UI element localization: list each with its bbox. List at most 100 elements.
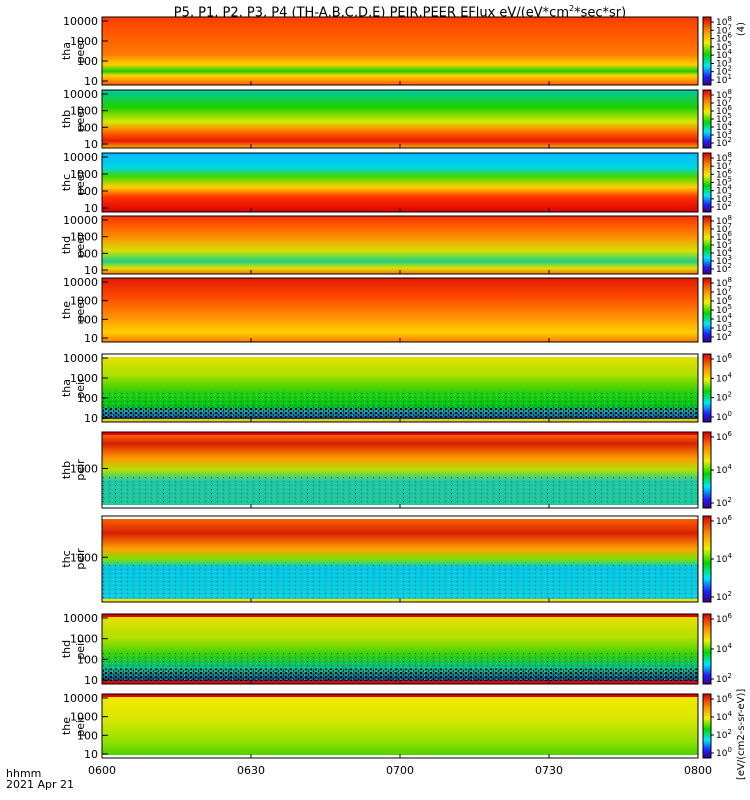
- colorbar-tick-label: 107: [716, 23, 732, 36]
- panel-probe-label: thc: [60, 550, 73, 567]
- colorbar-tick-label: 102: [716, 496, 732, 509]
- colorbar-tick-label: 102: [716, 590, 732, 603]
- colorbar-tick-label: 102: [716, 262, 732, 275]
- panel-tha-peer: 10000 1000 100 10 tha peer: [60, 15, 699, 88]
- y-tick-label: 1000: [70, 35, 98, 48]
- spectrogram-image: [102, 90, 698, 148]
- x-tick-label: 0730: [535, 764, 563, 777]
- colorbar-tick-label: 106: [716, 167, 732, 180]
- colorbar-tick-label: 106: [716, 32, 732, 45]
- y-tick-label: 10000: [63, 214, 98, 227]
- panel-probe-label: the: [60, 301, 73, 319]
- panel-product-label: peir: [74, 459, 87, 481]
- y-tick-label: 10000: [63, 612, 98, 625]
- colorbar-tick-label: 107: [716, 222, 732, 235]
- panel-product-label: peer: [74, 297, 87, 323]
- colorbar-tick-label: 104: [716, 552, 732, 565]
- panel-thd-peir: 10000 1000 100 10 thd peir: [60, 612, 699, 687]
- panel-product-label: peer: [74, 38, 87, 64]
- y-tick-label: 10: [84, 412, 98, 425]
- colorbar-tick-label: 106: [716, 104, 732, 117]
- colorbar-tick-label: 102: [716, 728, 732, 741]
- y-tick-label: 100: [77, 55, 98, 68]
- y-tick-label: 10: [84, 75, 98, 88]
- colorbar-tick-label: 102: [716, 65, 732, 78]
- colorbar-tick-label: 103: [716, 192, 732, 205]
- colorbar-tick-label: 102: [716, 672, 732, 685]
- spectrogram-image: [102, 694, 698, 758]
- y-tick-label: 1000: [70, 231, 98, 244]
- colorbar-tick-label: 105: [716, 176, 732, 189]
- y-tick-label: 10000: [63, 692, 98, 705]
- panel-thd-peer: 10000 1000 100 10 thd peer: [60, 214, 699, 277]
- colorbar-tick-label: 104: [716, 120, 732, 133]
- edge-strip: [102, 354, 698, 357]
- colorbar-tick-label: 104: [716, 371, 732, 384]
- colorbar-tick-label: 102: [716, 330, 732, 343]
- colorbar-tick-label: 106: [716, 430, 732, 443]
- y-tick-label: 1000: [70, 711, 98, 724]
- colorbar-gradient: [702, 89, 712, 149]
- low-count-pixels: [102, 407, 698, 420]
- colorbar-tick-label: 107: [716, 96, 732, 109]
- y-tick-label: 10000: [63, 88, 98, 101]
- colorbar-tick-label: 104: [716, 246, 732, 259]
- colorbar-gradient: [702, 277, 712, 343]
- panel-probe-label: the: [60, 717, 73, 735]
- y-tick-label: 10000: [63, 276, 98, 289]
- y-tick-label: 100: [77, 392, 98, 405]
- colorbar-tick-label: 103: [716, 321, 732, 334]
- edge-strip: [102, 516, 698, 519]
- colorbar-tick-label: 107: [716, 285, 732, 298]
- y-tick-label: 10: [84, 332, 98, 345]
- y-tick-label: 1000: [70, 633, 98, 646]
- colorbar-tick-label: 107: [716, 159, 732, 172]
- colorbar-gradient: [702, 693, 712, 759]
- colorbar-tick-label: 108: [716, 151, 732, 164]
- colorbar-the-peir: 106 104 102 100: [702, 692, 732, 759]
- y-tick-label: 10000: [63, 352, 98, 365]
- colorbar-tick-label: 101: [716, 73, 732, 86]
- colorbar-tick-label: 103: [716, 56, 732, 69]
- panel-the-peir: 10000 1000 100 10 the peir: [60, 692, 699, 761]
- colorbar-gradient: [702, 16, 712, 86]
- y-tick-label: 1000: [70, 295, 98, 308]
- y-tick-label: 10: [84, 202, 98, 215]
- panel-probe-label: tha: [60, 42, 73, 60]
- colorbar-thb-peir: 106 104 102: [702, 430, 732, 509]
- spectrogram-image: [102, 153, 698, 212]
- panel-product-label: peer: [74, 232, 87, 258]
- y-tick-label: 1000: [70, 168, 98, 181]
- panel-product-label: peir: [74, 377, 87, 399]
- panel-product-label: peir: [74, 548, 87, 570]
- edge-strip: [102, 694, 698, 697]
- spectrogram-image: [102, 17, 698, 85]
- y-tick-label: 100: [77, 313, 98, 326]
- panel-probe-label: thc: [60, 174, 73, 191]
- panel-probe-label: thb: [60, 461, 73, 479]
- colorbar-tick-label: 105: [716, 112, 732, 125]
- colorbar-tick-label: 108: [716, 214, 732, 227]
- panel-probe-label: tha: [60, 379, 73, 397]
- panel-probe-label: thd: [60, 640, 73, 658]
- colorbar-tick-label: 106: [716, 514, 732, 527]
- y-tick-label: 1000: [70, 551, 98, 564]
- y-tick-label: 10: [84, 748, 98, 761]
- spectrogram-image: [102, 216, 698, 274]
- colorbar-tick-label: 106: [716, 230, 732, 243]
- panel-probe-label: thb: [60, 110, 73, 128]
- colorbar-thd-peir: 106 104 102: [702, 612, 732, 685]
- noise-texture: [102, 473, 698, 508]
- colorbar-tick-label: 100: [716, 746, 732, 759]
- x-unit-label: hhmm: [6, 767, 42, 780]
- colorbar-tick-label: 105: [716, 40, 732, 53]
- edge-strip: [102, 432, 698, 435]
- title-exponent: 2: [568, 4, 575, 13]
- panel-product-label: peer: [74, 106, 87, 132]
- y-tick-label: 100: [77, 247, 98, 260]
